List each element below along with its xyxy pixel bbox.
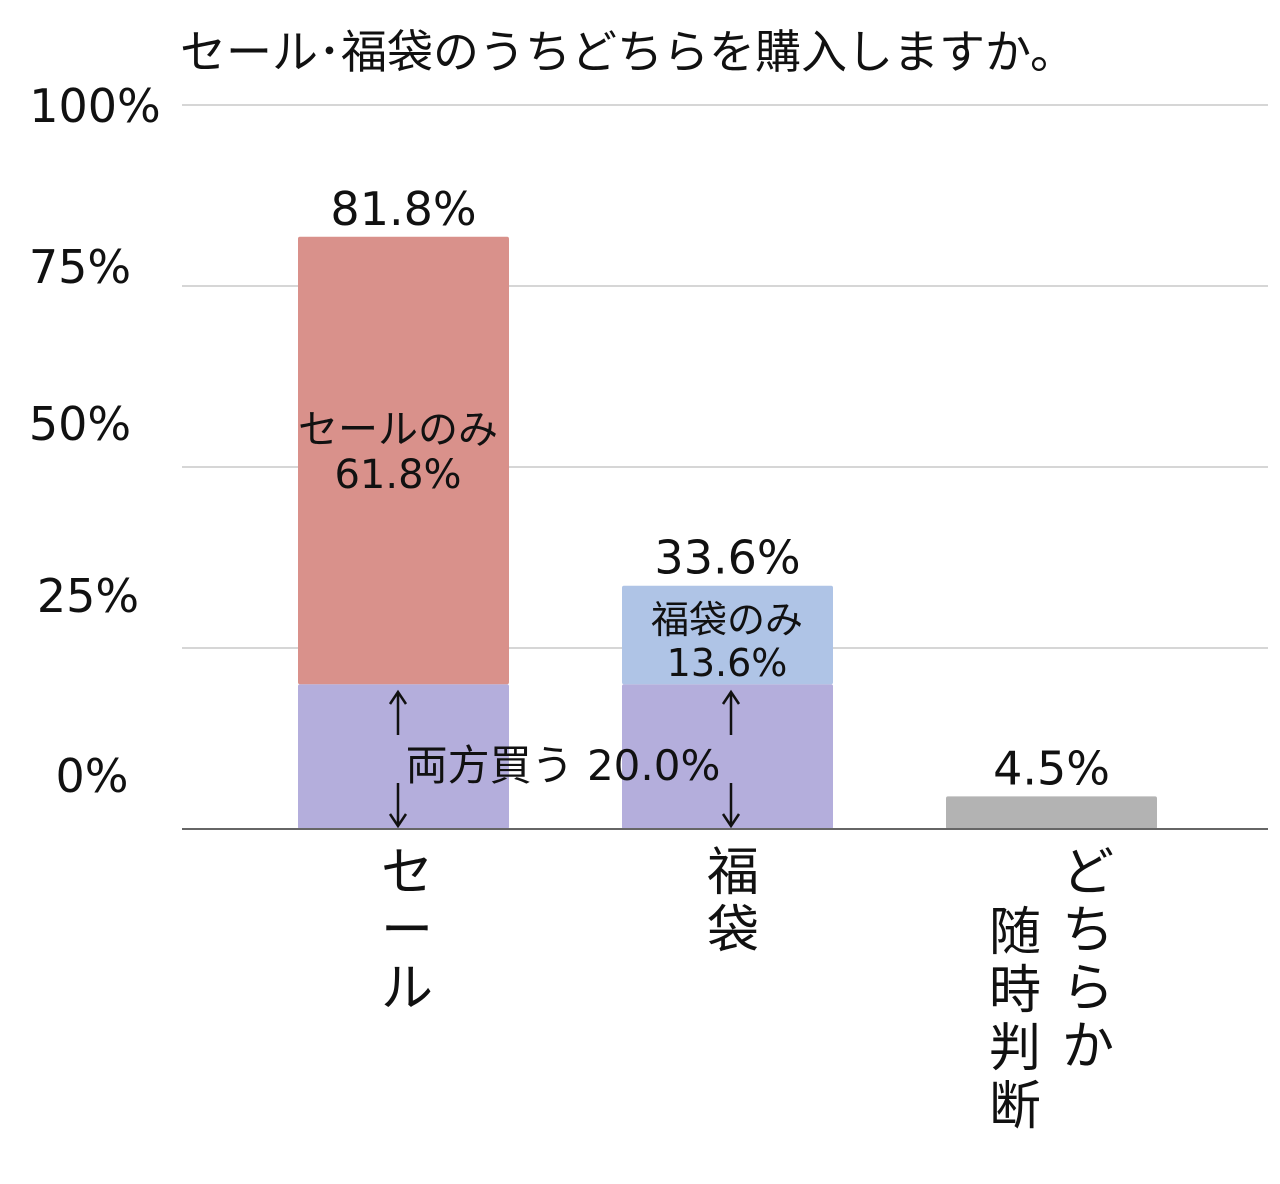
bar-segment	[622, 585, 833, 685]
x-category-char: 袋	[707, 901, 759, 961]
bars	[298, 236, 1157, 829]
x-category-char: ち	[1062, 901, 1114, 961]
x-category-char: 福	[707, 843, 759, 903]
bar-segment	[946, 796, 1157, 829]
y-tick-label: 75%	[29, 240, 131, 294]
x-category-char: ル	[381, 959, 433, 1019]
both-arrow-icon	[721, 689, 741, 829]
bar-segment	[622, 684, 833, 829]
y-tick-label: 0%	[56, 749, 129, 803]
y-tick-label: 25%	[37, 569, 139, 623]
x-category-char: セ	[381, 843, 433, 903]
x-category-label: 福袋	[707, 843, 759, 961]
x-category-char: ら	[1062, 959, 1114, 1019]
x-category-char: ど	[1062, 843, 1114, 903]
x-category-char: 時	[989, 961, 1041, 1021]
chart-title: セール･福袋のうちどちらを購入しますか。	[180, 25, 1076, 79]
segment-label: セールのみ	[298, 407, 498, 453]
bar-total-label: 81.8%	[330, 182, 476, 236]
both-arrow-icon	[388, 689, 408, 829]
x-category-label: セール	[381, 843, 433, 1019]
segment-label: 61.8%	[334, 452, 461, 498]
x-category-char: 断	[989, 1077, 1041, 1137]
x-category-char: 随	[989, 903, 1041, 963]
x-category-char: か	[1062, 1017, 1114, 1077]
total-labels: 81.8% 33.6% 4.5%	[330, 182, 1110, 796]
bar-total-label: 33.6%	[654, 531, 800, 585]
x-category-char: 判	[989, 1019, 1041, 1079]
segment-label: 福袋のみ	[651, 598, 803, 642]
segment-label: 両方買う 20.0%	[406, 741, 721, 790]
y-axis-tick-labels: 100% 75% 50% 25% 0%	[29, 79, 161, 803]
bar-segment	[298, 236, 509, 685]
bar-segment	[298, 684, 509, 829]
bar-total-label: 4.5%	[993, 741, 1110, 795]
y-tick-label: 50%	[29, 397, 131, 451]
x-category-char: ー	[381, 901, 433, 961]
y-tick-label: 100%	[29, 79, 161, 133]
segment-label: 13.6%	[667, 641, 788, 685]
